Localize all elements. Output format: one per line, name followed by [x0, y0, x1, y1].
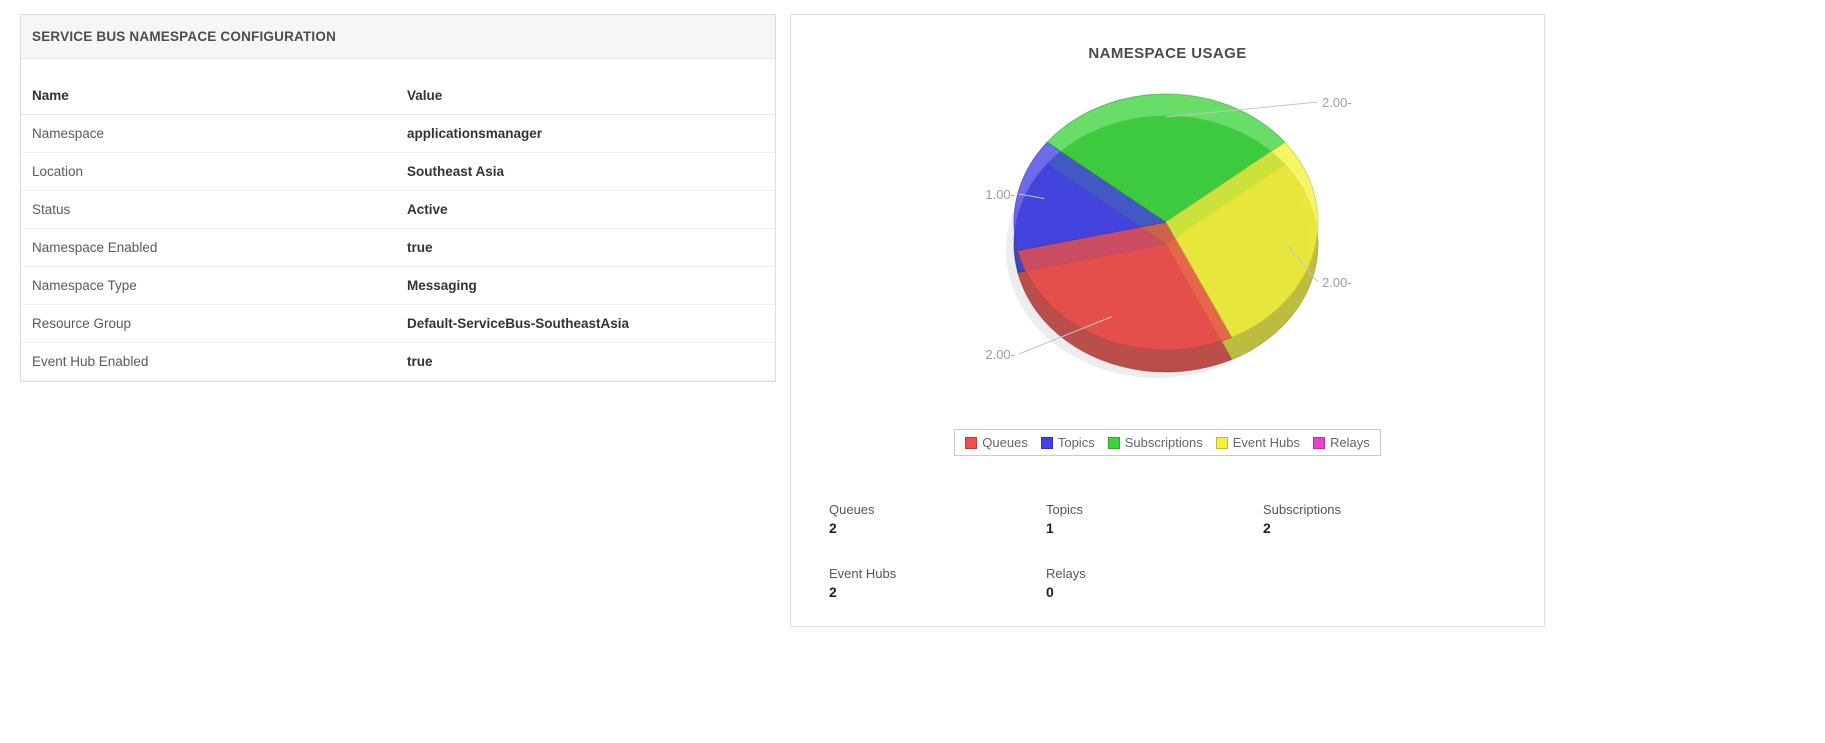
- pie-tick-label: 2.00-: [1322, 95, 1352, 110]
- legend-item-queues: Queues: [965, 435, 1028, 450]
- config-table-body: Namespace applicationsmanager Location Sout…: [21, 115, 775, 381]
- legend-item-relays: Relays: [1312, 435, 1370, 450]
- pie-tick-line: [1165, 101, 1319, 118]
- legend-item-topics: Topics: [1040, 435, 1095, 450]
- legend-item-subscriptions: Subscriptions: [1107, 435, 1203, 450]
- usage-chart-title: NAMESPACE USAGE: [1088, 45, 1247, 62]
- config-table-row: Namespace Enabled true: [21, 229, 775, 267]
- legend-swatch: [1312, 436, 1325, 449]
- config-table-row: Status Active: [21, 191, 775, 229]
- namespace-usage-panel: NAMESPACE USAGE 2.00- 1.00- 2.00- 2.00- Que…: [790, 14, 1545, 627]
- legend-swatch: [1040, 436, 1053, 449]
- stat-relays: Relays 0: [1046, 566, 1263, 600]
- config-panel-title: SERVICE BUS NAMESPACE CONFIGURATION: [32, 29, 337, 44]
- pie-tick-line: [1287, 245, 1319, 283]
- config-row-name: Resource Group: [32, 316, 132, 331]
- legend-swatch: [1215, 436, 1228, 449]
- config-row-value: Default-ServiceBus-SoutheastAsia: [407, 316, 630, 331]
- namespace-config-panel: SERVICE BUS NAMESPACE CONFIGURATION Name…: [20, 14, 776, 382]
- legend-swatch: [1107, 436, 1120, 449]
- stat-label: Topics: [1046, 502, 1083, 517]
- stat-value: 2: [1263, 520, 1271, 536]
- stat-value: 1: [1046, 520, 1054, 536]
- stat-event-hubs: Event Hubs 2: [829, 566, 1046, 600]
- stat-subscriptions: Subscriptions 2: [1263, 502, 1480, 536]
- config-table: Name Value Namespace applicationsmanager L…: [21, 77, 775, 381]
- config-table-row: Location Southeast Asia: [21, 153, 775, 191]
- stat-queues: Queues 2: [829, 502, 1046, 536]
- pie-slice-subscriptions: [1046, 93, 1286, 223]
- stat-value: 2: [829, 520, 837, 536]
- pie-tick-label: 1.00-: [985, 187, 1015, 202]
- pie-tick-label: 2.00-: [985, 347, 1015, 362]
- stat-value: 0: [1046, 584, 1054, 600]
- config-row-value: true: [407, 240, 433, 255]
- stat-value: 2: [829, 584, 837, 600]
- config-header-name: Name: [32, 88, 69, 103]
- config-row-value: true: [407, 354, 433, 369]
- stat-topics: Topics 1: [1046, 502, 1263, 536]
- namespace-usage-pie-chart: 2.00- 1.00- 2.00- 2.00-: [985, 93, 1352, 378]
- config-row-value: Active: [407, 202, 448, 217]
- config-row-name: Event Hub Enabled: [32, 354, 149, 369]
- config-row-name: Location: [32, 164, 84, 179]
- config-row-value: Messaging: [407, 278, 477, 293]
- legend-item-event-hubs: Event Hubs: [1215, 435, 1300, 450]
- legend-swatch: [965, 436, 978, 449]
- usage-stats-grid: Queues 2 Topics 1 Subscriptions 2 Event Hubs 2 R…: [791, 456, 1544, 600]
- pie-tick-line: [1018, 193, 1045, 200]
- config-table-row: Resource Group Default-ServiceBus-Southea…: [21, 305, 775, 343]
- stat-label: Event Hubs: [829, 566, 897, 581]
- pie-tick-label: 2.00-: [1322, 275, 1352, 290]
- legend-label: Subscriptions: [1124, 435, 1203, 450]
- legend-label: Relays: [1329, 435, 1370, 450]
- config-row-value: applicationsmanager: [407, 126, 543, 141]
- legend-label: Queues: [982, 435, 1028, 450]
- config-row-name: Namespace: [32, 126, 105, 141]
- config-header-value: Value: [407, 88, 443, 103]
- stat-label: Subscriptions: [1263, 502, 1342, 517]
- stat-label: Relays: [1046, 566, 1086, 581]
- config-row-name: Namespace Type: [32, 278, 137, 293]
- config-table-row: Namespace applicationsmanager: [21, 115, 775, 153]
- config-table-header-row: Name Value: [21, 77, 775, 115]
- legend-label: Topics: [1057, 435, 1095, 450]
- pie-tick-line: [1018, 316, 1113, 355]
- config-row-value: Southeast Asia: [407, 164, 505, 179]
- pie-slice-topics: [1013, 141, 1168, 252]
- chart-legend: Queues Topics Subscriptions Event Hubs Relay…: [954, 429, 1381, 456]
- config-table-row: Event Hub Enabled true: [21, 343, 775, 381]
- legend-label: Event Hubs: [1232, 435, 1300, 450]
- config-row-name: Status: [32, 202, 71, 217]
- config-panel-header: SERVICE BUS NAMESPACE CONFIGURATION: [21, 15, 775, 59]
- pie-slice-queues: [1017, 221, 1233, 351]
- stat-label: Queues: [829, 502, 875, 517]
- config-row-name: Namespace Enabled: [32, 240, 158, 255]
- pie-slice-event-hubs: [1165, 141, 1319, 338]
- config-table-row: Namespace Type Messaging: [21, 267, 775, 305]
